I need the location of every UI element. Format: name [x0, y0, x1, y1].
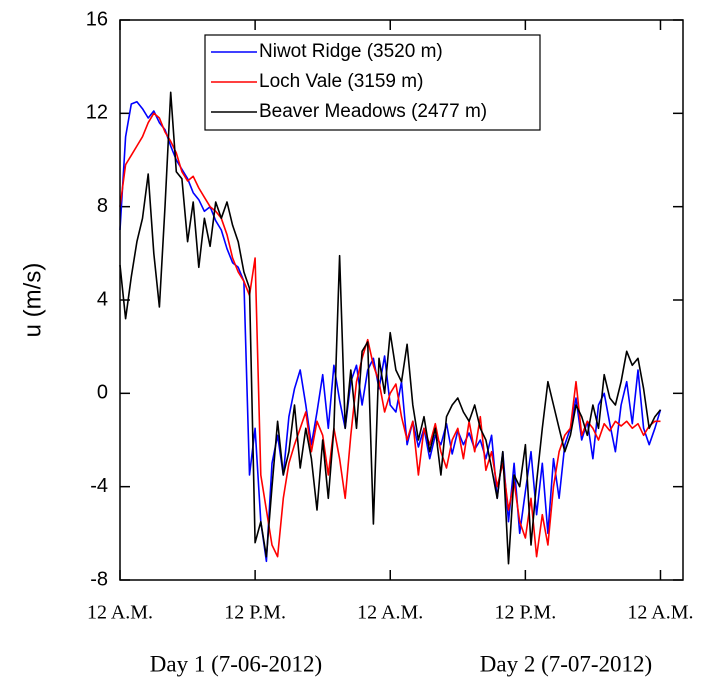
legend-label: Beaver Meadows (2477 m) [259, 101, 487, 122]
y-tick-label: 8 [97, 195, 108, 217]
y-tick-label: 16 [86, 8, 108, 30]
x-tick-label: 12 A.M. [87, 602, 153, 624]
y-tick-label: 12 [86, 102, 108, 124]
y-tick-label: 4 [97, 288, 108, 310]
x-axis-label: Day 1 (7-06-2012) [150, 651, 322, 676]
x-tick-label: 12 P.M. [495, 602, 557, 624]
x-axis-label: Day 2 (7-07-2012) [480, 651, 652, 676]
plot-frame [119, 19, 684, 581]
x-tick-label: 12 A.M. [627, 602, 693, 624]
data-line [119, 100, 662, 563]
data-line [119, 91, 662, 565]
x-tick-label: 12 P.M. [224, 602, 286, 624]
data-line [119, 112, 661, 558]
y-tick-label: -8 [90, 568, 108, 590]
legend-label: Niwot Ridge (3520 m) [259, 41, 443, 62]
y-tick-label: 0 [97, 382, 108, 404]
x-tick-label: 12 A.M. [357, 602, 423, 624]
legend-box [204, 34, 541, 131]
legend-label: Loch Vale (3159 m) [259, 71, 423, 92]
y-axis-label: u (m/s) [19, 263, 46, 338]
y-tick-label: -4 [90, 475, 108, 497]
